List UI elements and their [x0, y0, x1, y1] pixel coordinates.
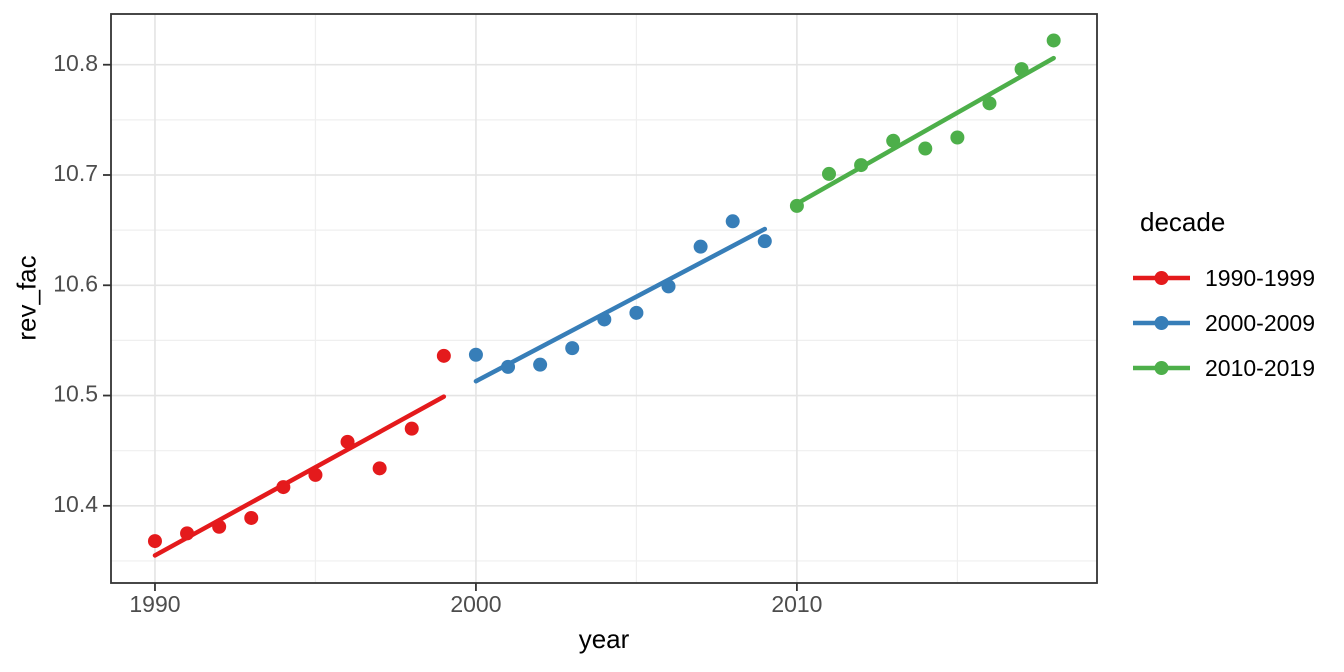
- y-tick-label: 10.5: [53, 381, 98, 407]
- legend-item-label: 1990-1999: [1205, 264, 1315, 291]
- data-point: [982, 96, 997, 111]
- legend-item: 2000-2009: [1133, 310, 1315, 336]
- x-axis-title: year: [578, 624, 630, 654]
- data-point: [340, 434, 355, 449]
- data-point: [436, 348, 451, 363]
- data-point: [276, 480, 291, 495]
- y-tick-label: 10.8: [53, 50, 98, 76]
- line-point-icon: [1133, 271, 1190, 285]
- data-point: [661, 279, 676, 294]
- legend-title: decade: [1140, 207, 1226, 237]
- data-point: [180, 526, 195, 541]
- data-point: [886, 133, 901, 148]
- legend-item: 2010-2019: [1133, 355, 1315, 381]
- y-tick-label: 10.7: [53, 160, 98, 186]
- legend-item-label: 2010-2019: [1205, 354, 1315, 381]
- data-point: [308, 467, 323, 482]
- x-tick-label: 2010: [771, 591, 822, 617]
- data-point: [372, 461, 387, 476]
- legend-item: 1990-1999: [1133, 265, 1315, 291]
- data-point: [918, 141, 933, 156]
- x-tick-label: 2000: [450, 591, 501, 617]
- data-point: [533, 357, 548, 372]
- data-point: [468, 347, 483, 362]
- data-point: [404, 421, 419, 436]
- data-point: [789, 198, 804, 213]
- y-tick-label: 10.6: [53, 270, 98, 296]
- data-point: [629, 305, 644, 320]
- data-point: [757, 234, 772, 249]
- data-point: [725, 214, 740, 229]
- data-point: [1046, 33, 1061, 48]
- y-tick-label: 10.4: [53, 491, 98, 517]
- data-point: [212, 519, 227, 534]
- legend-item-label: 2000-2009: [1205, 309, 1315, 336]
- data-point: [597, 312, 612, 327]
- line-point-icon: [1133, 316, 1190, 330]
- data-point: [244, 510, 259, 525]
- y-axis-title: rev_fac: [11, 255, 42, 341]
- data-point: [1014, 62, 1029, 77]
- data-point: [147, 534, 162, 549]
- legend: decade 1990-1999 2000-2009 2010-2019: [1133, 207, 1333, 381]
- data-point: [693, 239, 708, 254]
- line-point-icon: [1133, 361, 1190, 375]
- trend-line: [473, 226, 768, 384]
- trend-line: [794, 55, 1056, 206]
- data-point: [854, 158, 869, 173]
- panel-border: [110, 13, 1098, 584]
- data-point: [501, 359, 516, 374]
- data-point: [950, 130, 965, 145]
- data-point: [565, 341, 580, 356]
- data-point: [821, 166, 836, 181]
- x-tick-label: 1990: [129, 591, 180, 617]
- trend-line: [152, 394, 447, 558]
